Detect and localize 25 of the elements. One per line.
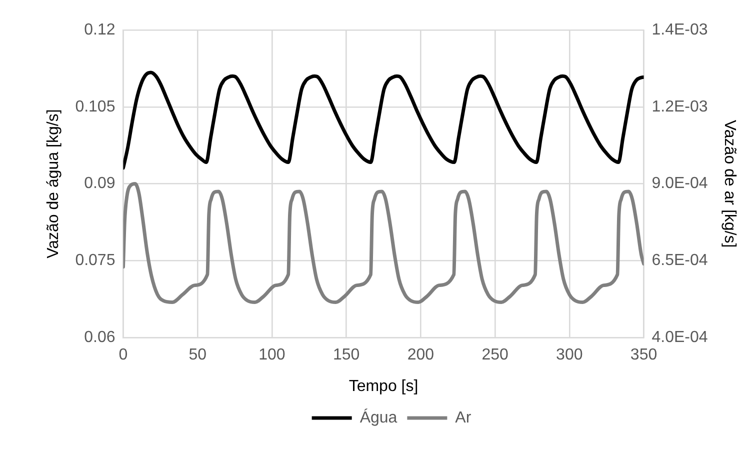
y-tick-label: 0.105 — [75, 98, 116, 116]
x-axis-title: Tempo [s] — [348, 378, 418, 395]
line-series — [123, 182, 644, 304]
x-tick-label: 350 — [630, 346, 658, 364]
line-series — [123, 70, 644, 170]
y2-tick-label: 4.0E-04 — [652, 329, 708, 346]
x-tick-label: 150 — [332, 346, 360, 364]
y-tick-label: 0.09 — [84, 175, 116, 192]
y-tick-label: 0.06 — [84, 329, 116, 346]
y2-tick-label: 9.0E-04 — [652, 175, 708, 192]
y2-tick-label: 1.4E-03 — [652, 21, 708, 38]
x-tick-label: 0 — [118, 346, 128, 364]
x-tick-label: 250 — [482, 346, 508, 364]
x-tick-label: 200 — [407, 346, 434, 364]
y-tick-label: 0.12 — [84, 21, 116, 38]
y2-tick-label: 6.5E-04 — [652, 252, 708, 270]
y-axis-title: Vazão de água [kg/s] — [45, 109, 62, 258]
y-tick-label: 0.075 — [75, 252, 116, 270]
legend-label: Água — [360, 408, 398, 426]
x-tick-label: 50 — [188, 346, 207, 364]
x-tick-label: 100 — [258, 346, 286, 364]
legend-label: Ar — [455, 409, 472, 426]
y2-axis-title: Vazão de ar [kg/s] — [720, 120, 738, 248]
x-tick-label: 300 — [556, 346, 583, 364]
y2-tick-label: 1.2E-03 — [652, 98, 708, 116]
